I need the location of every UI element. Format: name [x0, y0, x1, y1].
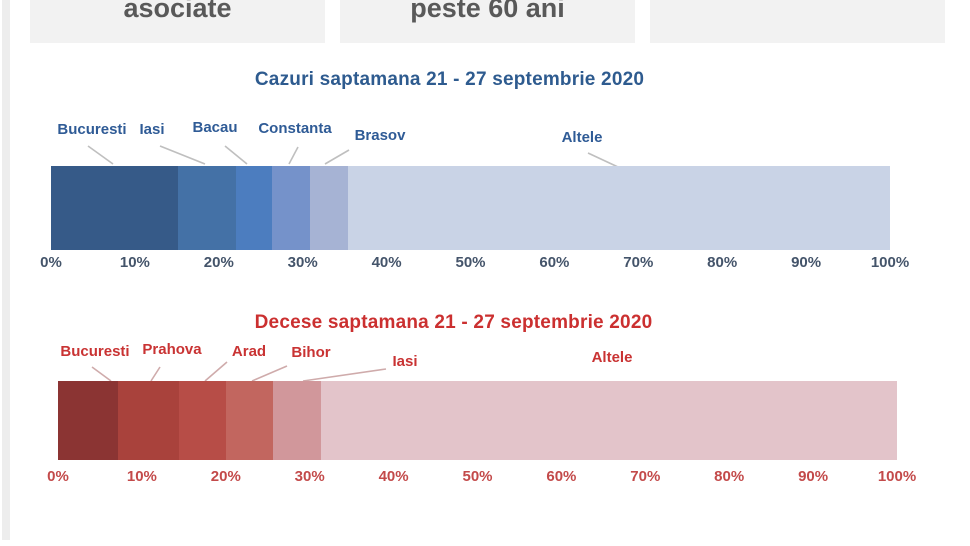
- axis-tick-label: 40%: [378, 468, 409, 485]
- kpi-card-label: peste 60 ani: [410, 0, 565, 23]
- kpi-card-empty[interactable]: [650, 0, 945, 43]
- axis-tick-label: 20%: [210, 468, 241, 485]
- bar-segment-prahova[interactable]: [118, 381, 179, 460]
- axis-tick-label: 30%: [287, 254, 318, 271]
- bar-segment-bihor[interactable]: [225, 381, 273, 460]
- axis-tick-label: 30%: [294, 468, 325, 485]
- axis-tick-label: 0%: [47, 468, 69, 485]
- bar-segment-altele[interactable]: [320, 381, 897, 460]
- bar-segment-bacau[interactable]: [235, 166, 273, 250]
- left-gutter-strip: [2, 0, 10, 540]
- axis-tick-label: 60%: [539, 254, 570, 271]
- callout-cases-iasi: Iasi: [139, 121, 165, 138]
- axis-tick-label: 40%: [371, 254, 402, 271]
- callout-deaths-altele: Altele: [591, 349, 633, 366]
- axis-tick-label: 0%: [40, 254, 62, 271]
- callout-cases-bucuresti: Bucuresti: [57, 121, 127, 138]
- callout-deaths-bucuresti: Bucuresti: [60, 343, 130, 360]
- bar-segment-constanta[interactable]: [272, 166, 311, 250]
- deaths-x-axis: 0% 10% 20% 30% 40% 50% 60% 70% 80% 90% 100%: [47, 468, 916, 488]
- kpi-card-label: asociate: [123, 0, 232, 23]
- callout-deaths-bihor: Bihor: [291, 344, 331, 361]
- cases-chart-title: Cazuri saptamana 21 - 27 septembrie 2020: [254, 69, 645, 90]
- cases-stacked-bar: [51, 166, 890, 250]
- callout-cases-brasov: Brasov: [354, 127, 406, 144]
- callout-cases-altele: Altele: [561, 129, 603, 146]
- callout-deaths-arad: Arad: [231, 343, 267, 360]
- callout-deaths-prahova: Prahova: [142, 341, 202, 358]
- axis-tick-label: 100%: [877, 468, 917, 485]
- axis-tick-label: 80%: [714, 468, 745, 485]
- axis-tick-label: 90%: [791, 254, 822, 271]
- axis-tick-label: 100%: [870, 254, 910, 271]
- bar-segment-brasov[interactable]: [310, 166, 348, 250]
- callout-cases-constanta: Constanta: [258, 120, 332, 137]
- axis-tick-label: 50%: [455, 254, 486, 271]
- bar-segment-bucuresti[interactable]: [51, 166, 178, 250]
- axis-tick-label: 70%: [623, 254, 654, 271]
- axis-tick-label: 90%: [798, 468, 829, 485]
- axis-tick-label: 10%: [119, 254, 150, 271]
- axis-tick-label: 20%: [203, 254, 234, 271]
- deaths-stacked-bar: [58, 381, 897, 460]
- callout-cases-bacau: Bacau: [192, 119, 238, 136]
- axis-tick-label: 10%: [126, 468, 157, 485]
- bar-segment-bucuresti[interactable]: [58, 381, 119, 460]
- axis-tick-label: 70%: [630, 468, 661, 485]
- cases-x-axis: 0% 10% 20% 30% 40% 50% 60% 70% 80% 90% 100%: [40, 254, 909, 274]
- kpi-card-asociate[interactable]: asociate: [30, 0, 325, 43]
- kpi-card-peste-60-ani[interactable]: peste 60 ani: [340, 0, 635, 43]
- axis-tick-label: 80%: [707, 254, 738, 271]
- bar-segment-iasi[interactable]: [272, 381, 321, 460]
- bar-segment-altele[interactable]: [347, 166, 890, 250]
- axis-tick-label: 50%: [462, 468, 493, 485]
- deaths-chart-title: Decese saptamana 21 - 27 septembrie 2020: [254, 312, 653, 333]
- callout-deaths-iasi: Iasi: [392, 353, 418, 370]
- bar-segment-arad[interactable]: [178, 381, 226, 460]
- axis-tick-label: 60%: [546, 468, 577, 485]
- bar-segment-iasi[interactable]: [177, 166, 236, 250]
